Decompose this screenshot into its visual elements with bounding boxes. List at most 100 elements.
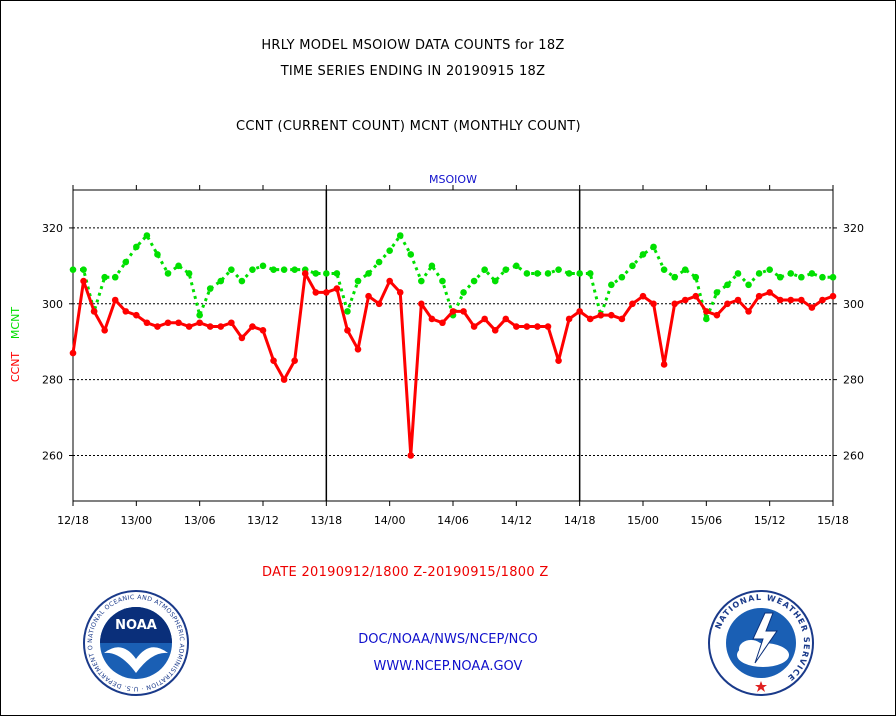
ytick-label-left-300: 300 [42, 298, 63, 311]
ccnt-point-2 [90, 308, 98, 315]
ccnt-point-57 [671, 300, 678, 308]
ccnt-point-35 [439, 319, 446, 327]
mcnt-point-6 [133, 243, 140, 251]
ccnt-point-19 [270, 357, 277, 364]
mcnt-point-35 [439, 277, 446, 285]
xtick-label-2: 13/06 [184, 514, 216, 527]
mcnt-point-31 [396, 232, 404, 239]
ccnt-point-22 [301, 270, 309, 277]
mcnt-point-43 [523, 270, 531, 277]
mcnt-point-3 [101, 273, 108, 281]
mcnt-point-56 [660, 266, 668, 273]
ccnt-point-42 [513, 323, 520, 330]
mcnt-point-23 [312, 270, 320, 277]
ccnt-point-27 [354, 345, 362, 353]
mcnt-point-66 [766, 266, 773, 273]
ccnt-point-55 [650, 300, 657, 308]
ytick-label-left-320: 320 [42, 222, 63, 235]
chart-subtitle: CCNT (CURRENT COUNT) MCNT (MONTHLY COUNT… [236, 119, 581, 134]
ccnt-point-51 [608, 311, 615, 319]
ccnt-point-69 [798, 296, 805, 304]
ccnt-point-50 [597, 311, 605, 319]
ytick-label-right-300: 300 [843, 298, 864, 311]
xtick-label-9: 15/00 [627, 514, 659, 527]
ccnt-point-53 [629, 300, 636, 308]
xtick-label-4: 13/18 [310, 514, 342, 527]
mcnt-point-62 [724, 281, 731, 289]
mcnt-point-53 [629, 262, 636, 270]
ccnt-point-65 [755, 292, 763, 300]
ccnt-point-62 [724, 300, 731, 308]
ytick-label-right-260: 260 [843, 449, 864, 462]
ccnt-point-21 [291, 357, 298, 364]
ccnt-point-9 [164, 319, 172, 327]
mcnt-point-8 [154, 251, 161, 258]
ccnt-point-67 [776, 296, 784, 304]
ccnt-point-4 [111, 296, 119, 304]
ccnt-point-46 [555, 357, 562, 364]
chart-title-line1: HRLY MODEL MSOIOW DATA COUNTS for 18Z [261, 38, 565, 53]
mcnt-point-0 [69, 266, 77, 273]
mcnt-point-39 [481, 266, 488, 273]
mcnt-point-57 [671, 273, 678, 281]
ccnt-point-47 [565, 315, 573, 323]
ccnt-point-38 [470, 323, 478, 330]
mcnt-point-19 [270, 266, 277, 273]
ccnt-point-13 [206, 323, 214, 330]
ccnt-point-56 [660, 361, 668, 368]
mcnt-point-34 [428, 262, 436, 270]
ytick-label-left-280: 280 [42, 374, 63, 387]
mcnt-point-14 [217, 277, 225, 285]
mcnt-point-46 [555, 266, 562, 273]
ccnt-point-23 [312, 289, 320, 296]
mcnt-point-58 [681, 266, 689, 273]
mcnt-point-11 [185, 270, 193, 277]
plot-title: MSOIOW [429, 173, 477, 186]
ccnt-point-34 [428, 315, 436, 323]
ccnt-point-0 [69, 349, 77, 357]
mcnt-point-60 [703, 315, 710, 323]
ccnt-point-3 [101, 327, 108, 334]
ccnt-line [71, 271, 834, 457]
ccnt-point-15 [228, 319, 235, 327]
mcnt-point-52 [618, 273, 626, 281]
mcnt-point-59 [692, 273, 700, 281]
nws-logo: NATIONAL WEATHER SERVICE [708, 590, 814, 696]
mcnt-point-41 [502, 266, 510, 273]
mcnt-point-5 [122, 258, 130, 266]
mcnt-point-69 [798, 273, 805, 281]
ccnt-point-40 [491, 327, 499, 334]
ccnt-point-39 [481, 315, 488, 323]
ccnt-point-12 [196, 319, 203, 327]
ccnt-point-25 [333, 285, 341, 292]
mcnt-point-42 [513, 262, 520, 270]
ccnt-point-5 [122, 308, 130, 315]
mcnt-point-10 [175, 262, 182, 270]
ytick-label-left-260: 260 [42, 449, 63, 462]
ccnt-point-31 [396, 289, 404, 296]
ccnt-point-30 [386, 277, 393, 285]
ccnt-point-33 [418, 300, 425, 308]
mcnt-point-20 [280, 266, 288, 273]
mcnt-point-47 [565, 270, 573, 277]
mcnt-point-30 [386, 247, 393, 254]
ccnt-point-29 [375, 300, 383, 308]
ccnt-point-11 [185, 323, 193, 330]
mcnt-point-15 [228, 266, 235, 273]
mcnt-point-7 [143, 232, 151, 239]
ccnt-point-7 [143, 319, 151, 327]
mcnt-point-12 [196, 311, 203, 319]
mcnt-point-18 [259, 262, 267, 270]
xtick-label-1: 13/00 [120, 514, 152, 527]
noaa-logo-text: NOAA [115, 618, 157, 633]
ccnt-point-70 [808, 304, 816, 311]
ccnt-point-58 [681, 296, 689, 304]
mcnt-point-17 [249, 266, 256, 273]
xtick-label-12: 15/18 [817, 514, 849, 527]
website-link[interactable]: WWW.NCEP.NOAA.GOV [373, 659, 523, 674]
mcnt-point-32 [407, 251, 415, 258]
mcnt-point-68 [787, 270, 795, 277]
mcnt-point-37 [460, 289, 467, 296]
mcnt-point-63 [734, 270, 742, 277]
ccnt-point-59 [692, 292, 700, 300]
